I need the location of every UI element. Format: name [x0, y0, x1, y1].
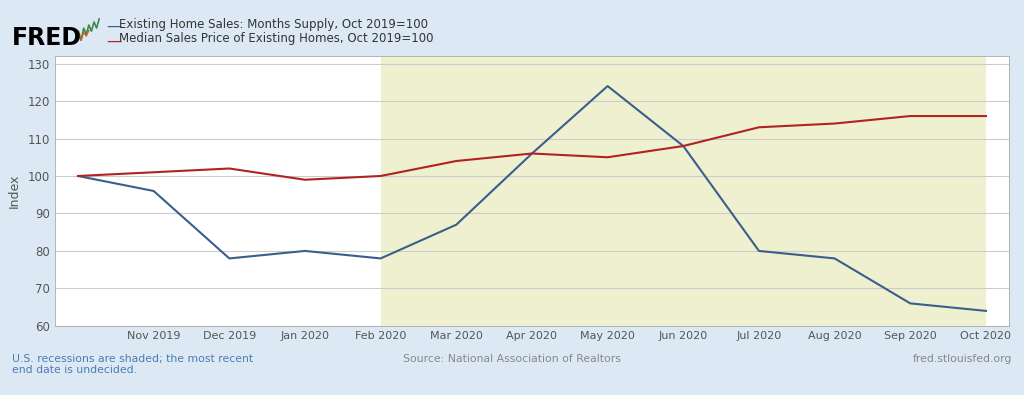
Y-axis label: Index: Index	[7, 174, 20, 208]
Text: —: —	[106, 34, 122, 49]
Text: U.S. recessions are shaded; the most recent
end date is undecided.: U.S. recessions are shaded; the most rec…	[12, 354, 253, 375]
Text: Source: National Association of Realtors: Source: National Association of Realtors	[403, 354, 621, 363]
Bar	[381, 56, 986, 326]
Text: fred.stlouisfed.org: fred.stlouisfed.org	[912, 354, 1012, 363]
Text: Existing Home Sales: Months Supply, Oct 2019=100: Existing Home Sales: Months Supply, Oct …	[119, 18, 428, 31]
Text: FRED: FRED	[12, 26, 82, 50]
Text: —: —	[106, 19, 122, 34]
Text: Median Sales Price of Existing Homes, Oct 2019=100: Median Sales Price of Existing Homes, Oc…	[119, 32, 433, 45]
